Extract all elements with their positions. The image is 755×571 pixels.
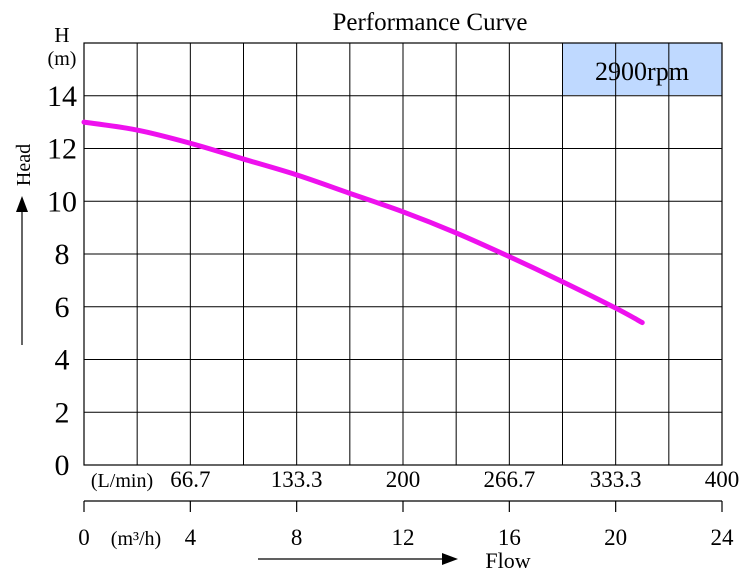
y-tick-label: 10 <box>47 185 77 218</box>
y-tick-label: 12 <box>47 133 77 166</box>
flow-axis-text: Flow <box>485 548 530 571</box>
head-axis-text: Head <box>13 144 35 186</box>
x-tick-label-m3h: 24 <box>711 525 735 550</box>
y-axis-symbol: H <box>54 23 69 47</box>
curve-layer <box>81 119 645 326</box>
x-tick-label-m3h: 20 <box>604 525 627 550</box>
x-tick-label-lmin: 200 <box>386 467 421 492</box>
plot-frame <box>83 42 723 466</box>
y-axis-unit: (m) <box>48 48 77 70</box>
y-tick-label: 0 <box>55 449 70 482</box>
x-tick-label-m3h: 4 <box>185 525 197 550</box>
y-tick-label: 2 <box>55 396 70 429</box>
x-tick-label-m3h: 0 <box>78 525 90 550</box>
flow-axis-arrowhead <box>442 553 458 565</box>
x-tick-labels-m3h: 0 4 8 12 16 20 24 <box>78 501 734 550</box>
x-tick-label-lmin: 133.3 <box>271 467 323 492</box>
x-tick-label-lmin: 400 <box>705 467 740 492</box>
x-unit-lmin: (L/min) <box>91 470 153 492</box>
x-tick-label-m3h: 16 <box>498 525 521 550</box>
rpm-badge-text: 2900rpm <box>595 57 689 86</box>
y-tick-label: 6 <box>55 291 70 324</box>
x-tick-label-m3h: 8 <box>291 525 303 550</box>
x-tick-label-m3h: 12 <box>392 525 415 550</box>
x-tick-label-lmin: 266.7 <box>483 467 535 492</box>
y-tick-label: 14 <box>47 80 77 113</box>
y-tick-labels: 0 2 4 6 8 10 12 14 <box>47 80 77 482</box>
head-axis-label: Head <box>13 144 35 345</box>
rpm-badge-box <box>563 43 722 95</box>
y-tick-label: 4 <box>55 344 70 377</box>
chart-grid <box>83 42 723 466</box>
x-tick-label-lmin: 333.3 <box>590 467 642 492</box>
performance-curve-line <box>81 119 645 326</box>
flow-axis-label: Flow <box>258 548 531 571</box>
x-unit-m3h: (m³/h) <box>111 528 161 550</box>
chart-title: Performance Curve <box>332 9 527 36</box>
head-axis-arrowhead <box>16 196 28 212</box>
x-tick-label-lmin: 66.7 <box>170 467 210 492</box>
x-tick-labels-lmin: 66.7 133.3 200 266.7 333.3 400 <box>170 467 739 492</box>
y-tick-label: 8 <box>55 238 70 271</box>
